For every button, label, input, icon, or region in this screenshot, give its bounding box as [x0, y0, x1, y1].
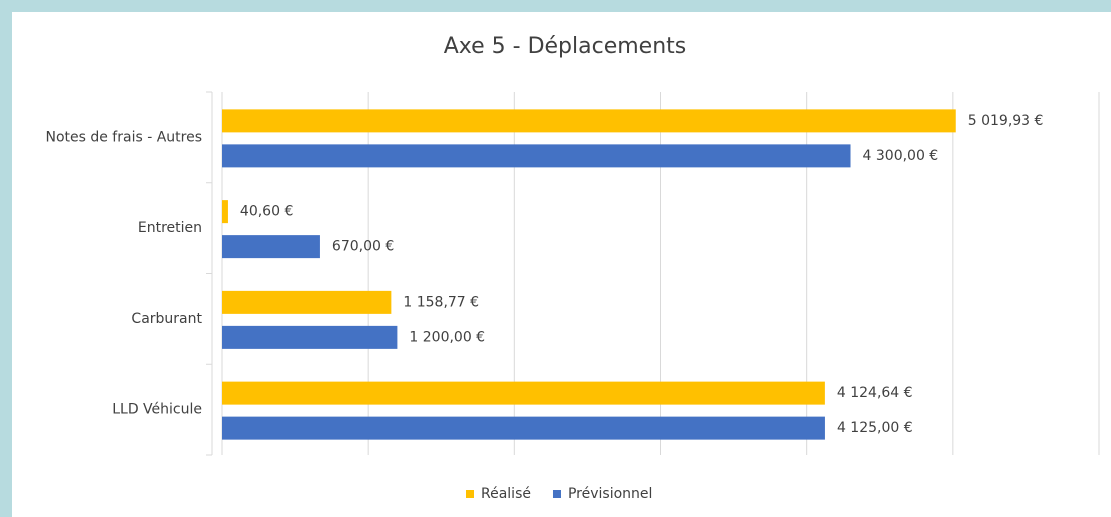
legend-swatch — [466, 490, 474, 498]
data-label: 40,60 € — [240, 204, 293, 220]
chart-title: Axe 5 - Déplacements — [444, 34, 687, 59]
bar — [222, 325, 398, 349]
data-label: 1 200,00 € — [409, 329, 485, 345]
data-label: 4 124,64 € — [837, 385, 913, 401]
y-tick-label: Carburant — [131, 311, 202, 327]
bar — [222, 144, 851, 168]
legend-label: Réalisé — [481, 486, 531, 502]
chart-background — [12, 12, 1111, 517]
bar — [222, 235, 320, 259]
bar — [222, 200, 228, 224]
data-label: 4 300,00 € — [863, 148, 939, 164]
bar — [222, 290, 392, 314]
y-tick-label: Notes de frais - Autres — [45, 129, 202, 145]
bar — [222, 109, 956, 133]
y-tick-label: LLD Véhicule — [112, 402, 202, 418]
bar — [222, 381, 825, 405]
data-label: 670,00 € — [332, 239, 394, 255]
legend-label: Prévisionnel — [568, 486, 652, 502]
data-label: 4 125,00 € — [837, 420, 913, 436]
y-tick-label: Entretien — [138, 220, 202, 236]
data-label: 1 158,77 € — [403, 294, 479, 310]
legend-swatch — [552, 490, 561, 498]
data-label: 5 019,93 € — [968, 113, 1044, 129]
bar — [222, 416, 825, 440]
